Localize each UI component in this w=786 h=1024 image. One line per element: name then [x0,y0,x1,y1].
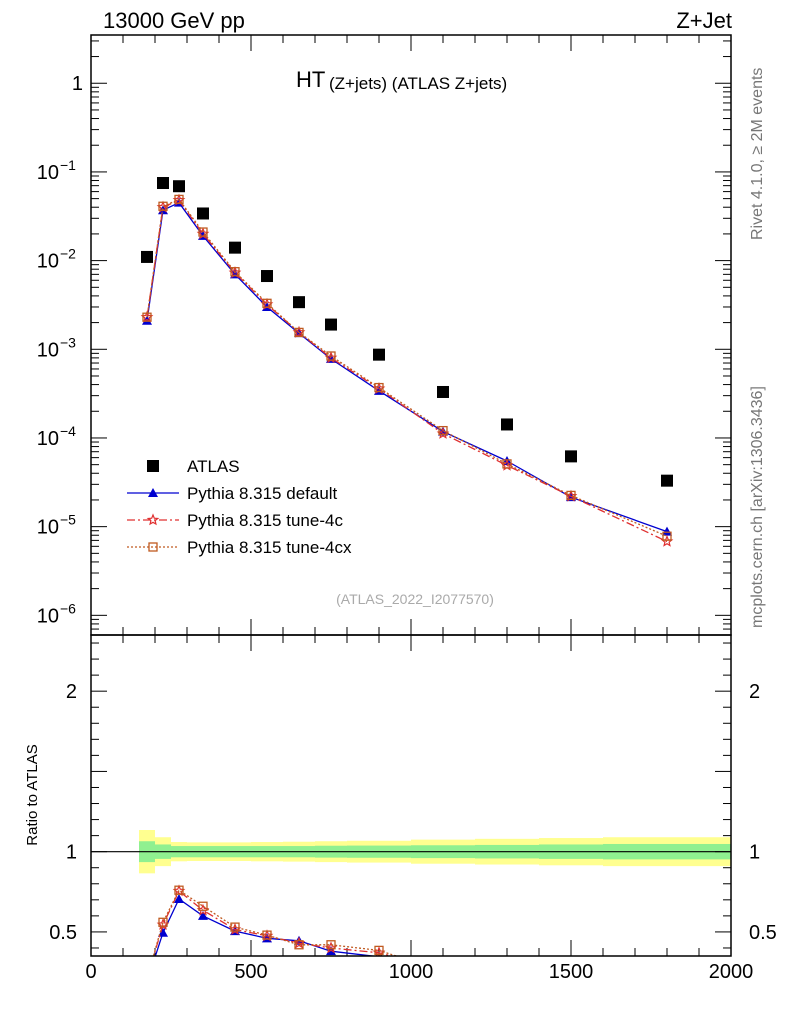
y-tick-label: 10 [37,339,59,361]
point-tune4cx [326,351,336,361]
ratio-y-tick-label-right: 0.5 [749,922,777,944]
legend-label-tune4c: Pythia 8.315 tune-4c [187,511,343,530]
ratio-point-default [198,910,208,920]
point-tune4cx [294,327,304,338]
ratio-y-tick-label: 2 [66,681,77,703]
x-tick-label: 2000 [709,961,754,983]
ratio-y-tick-label: 1 [66,842,77,864]
ratio-point-tune4cx [294,940,304,950]
ratio-series-default [154,894,378,956]
y-tick-label-exponent: −4 [60,423,76,439]
legend-marker-tune4c [146,513,160,526]
ratio-series-tune4cx [152,885,399,956]
point-tune4cx [198,227,208,237]
ratio-frame [90,634,732,957]
point-data [325,318,337,331]
point-data [565,450,577,463]
point-tune4cx [142,312,152,322]
ratio-plot-area: 0.5 0.5 1 1 2 2 0 500 1000 1500 2000 [49,635,777,983]
legend-marker-tune4cx [148,542,158,552]
y-tick-label: 10 [37,517,59,539]
ratio-panel: 0.5 0.5 1 1 2 2 0 500 1000 1500 2000 Ratio to ATLA… [24,634,777,983]
point-data [197,207,209,220]
point-tune4cx [502,459,512,469]
point-default [662,526,672,536]
point-tune4cx [262,298,272,308]
y-tick-label: 10 [37,251,59,273]
ratio-y-tick-label-right: 1 [749,842,760,864]
point-data [261,270,273,283]
ratio-point-tune4cx [326,940,336,950]
plot-title-sub: (Z+jets) (ATLAS Z+jets) [329,74,507,93]
ratio-line-default [154,898,378,956]
x-tick-label: 1000 [389,961,434,983]
x-tick-label: 500 [234,961,267,983]
point-data [229,241,241,254]
legend-label-data: ATLAS [187,457,240,476]
legend-marker-default [148,488,158,497]
analysis-watermark: (ATLAS_2022_I2077570) [336,591,494,607]
point-data [173,180,185,193]
rivet-label: Rivet 4.1.0, ≥ 2M events [749,68,766,240]
y-tick-label-exponent: −2 [60,246,76,262]
point-tune4cx [158,201,168,211]
point-tune4cx [566,490,576,501]
main-panel: 110−110−210−310−410−510−6 HT (Z+jets) (A… [37,34,732,636]
point-data [293,296,305,309]
ratio-point-tune4cx [198,901,208,911]
point-data [501,418,513,431]
y-tick-label-exponent: −1 [60,157,76,173]
point-data [437,385,449,398]
ratio-point-default [158,927,168,937]
legend-marker-data [147,460,159,472]
point-tune4cx [230,267,240,277]
ratio-line-tune4c [153,889,395,956]
y-tick-label: 10 [37,428,59,450]
ratio-point-tune4cx [262,930,272,940]
ratio-y-tick-label: 0.5 [49,922,77,944]
point-data [661,474,673,487]
header-left: 13000 GeV pp [103,8,245,33]
ratio-point-default [174,894,184,904]
ratio-y-label: Ratio to ATLAS [24,744,41,845]
header-right: Z+Jet [676,8,732,33]
y-tick-label-exponent: −5 [60,512,76,528]
mcplots-label: mcplots.cern.ch [arXiv:1306.3436] [749,386,766,628]
y-tick-label: 10 [37,605,59,627]
plot-title-main: HT [296,67,325,92]
ratio-line-tune4cx [152,889,399,956]
y-tick-label-exponent: −3 [60,334,76,350]
y-tick-label: 10 [37,162,59,184]
legend: ATLAS Pythia 8.315 default Pythia 8.315 tu… [127,457,352,557]
ratio-point-tune4cx [174,885,184,895]
y-tick-label-exponent: −6 [60,600,76,616]
series-tune4cx [142,194,672,541]
ratio-series-tune4c [153,884,395,956]
x-tick-label: 0 [85,961,96,983]
ratio-point-tune4cx [230,922,240,932]
ratio-y-tick-label-right: 2 [749,681,760,703]
legend-label-tune4cx: Pythia 8.315 tune-4cx [187,538,352,557]
series-data [141,177,673,487]
point-data [141,250,153,263]
point-data [157,177,169,190]
point-tune4cx [438,425,448,436]
point-tune4cx [174,194,184,205]
series-line-tune4cx [146,198,668,537]
point-tune4cx [662,531,672,541]
ratio-point-tune4cx [374,945,384,956]
y-tick-label: 1 [72,73,83,95]
x-tick-label: 1500 [549,961,594,983]
point-tune4cx [374,382,384,393]
point-default [142,315,152,325]
ratio-point-tune4cx [158,917,168,927]
main-plot-area: 110−110−210−310−410−510−6 [37,35,732,636]
legend-label-default: Pythia 8.315 default [187,484,338,503]
series-line-default [146,201,668,533]
point-data [373,348,385,361]
